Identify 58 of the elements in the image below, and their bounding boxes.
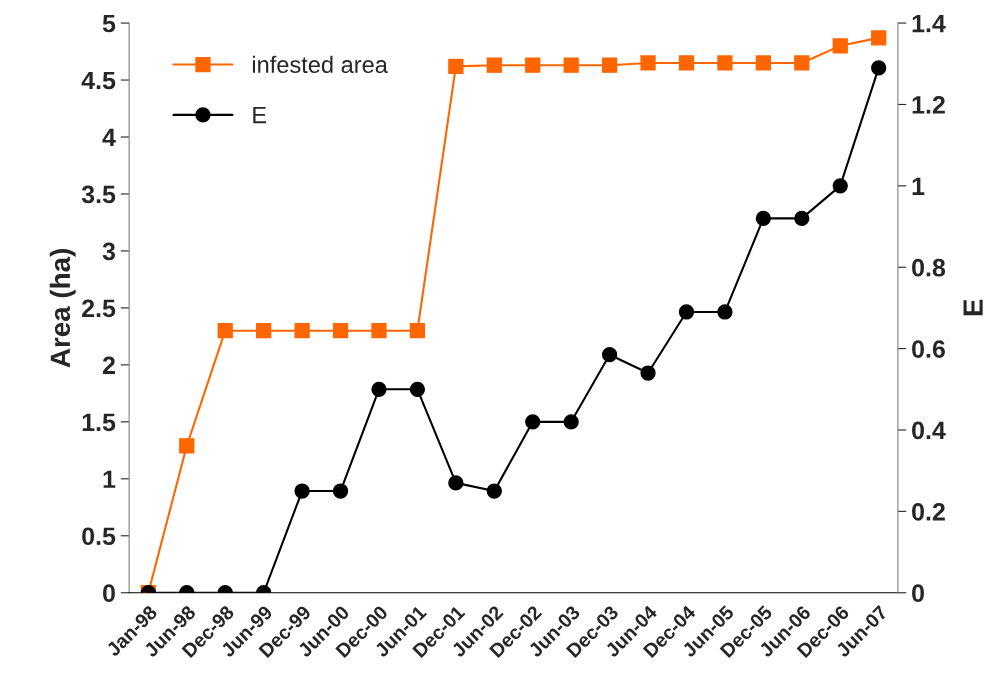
y2-tick-label: 0.2 xyxy=(912,502,945,521)
y-tick-label: 0.5 xyxy=(82,527,116,546)
point xyxy=(755,210,772,227)
y2-tick-label: 1 xyxy=(912,177,925,195)
legend-label: infested area xyxy=(252,55,388,74)
point xyxy=(601,57,618,73)
point xyxy=(294,323,310,339)
y-tick-label: 5 xyxy=(102,14,116,33)
point xyxy=(832,178,848,194)
point xyxy=(832,38,848,54)
point xyxy=(217,323,233,339)
point xyxy=(409,381,426,397)
y-tick-label: 1 xyxy=(103,470,116,488)
point xyxy=(525,57,541,73)
y2-tick-label: 1.4 xyxy=(912,14,946,33)
point xyxy=(179,438,195,454)
point xyxy=(678,304,695,320)
point xyxy=(409,323,426,339)
point xyxy=(678,55,695,71)
point xyxy=(371,381,387,397)
y2-tick-label: 0.6 xyxy=(912,340,945,358)
point xyxy=(640,365,656,381)
point xyxy=(871,60,887,76)
y-tick-label: 4 xyxy=(102,128,116,147)
y-tick-label: 0 xyxy=(103,584,115,603)
point xyxy=(371,323,387,339)
legend-label: E xyxy=(253,106,267,124)
point xyxy=(794,210,810,227)
point xyxy=(755,55,772,71)
y2-tick-label: 0.4 xyxy=(912,421,946,440)
point xyxy=(794,55,810,71)
point xyxy=(525,414,541,430)
y-tick-label: 3.5 xyxy=(81,185,116,204)
y2-tick-label: 0.8 xyxy=(912,258,946,277)
point xyxy=(448,58,464,75)
point xyxy=(563,414,579,430)
point xyxy=(563,57,579,73)
y-tick-label: 3 xyxy=(102,242,116,261)
point xyxy=(871,30,887,46)
y2-axis-title: E xyxy=(963,299,983,316)
y2-tick-label: 1.2 xyxy=(912,96,945,114)
point xyxy=(256,323,272,339)
y-tick-label: 1.5 xyxy=(82,413,116,432)
y-tick-label: 2.5 xyxy=(82,299,116,318)
y-tick-label: 4.5 xyxy=(81,71,116,90)
point xyxy=(448,475,464,491)
point xyxy=(294,483,310,499)
point xyxy=(332,323,349,339)
point xyxy=(717,55,733,71)
point xyxy=(486,483,502,499)
point xyxy=(486,57,502,73)
point xyxy=(601,347,618,363)
y2-tick-label: 0 xyxy=(912,584,924,603)
point xyxy=(332,483,349,499)
point xyxy=(640,55,656,71)
point xyxy=(717,304,733,320)
y-axis-title: Area (ha) xyxy=(49,249,76,368)
y-tick-label: 2 xyxy=(102,356,115,374)
